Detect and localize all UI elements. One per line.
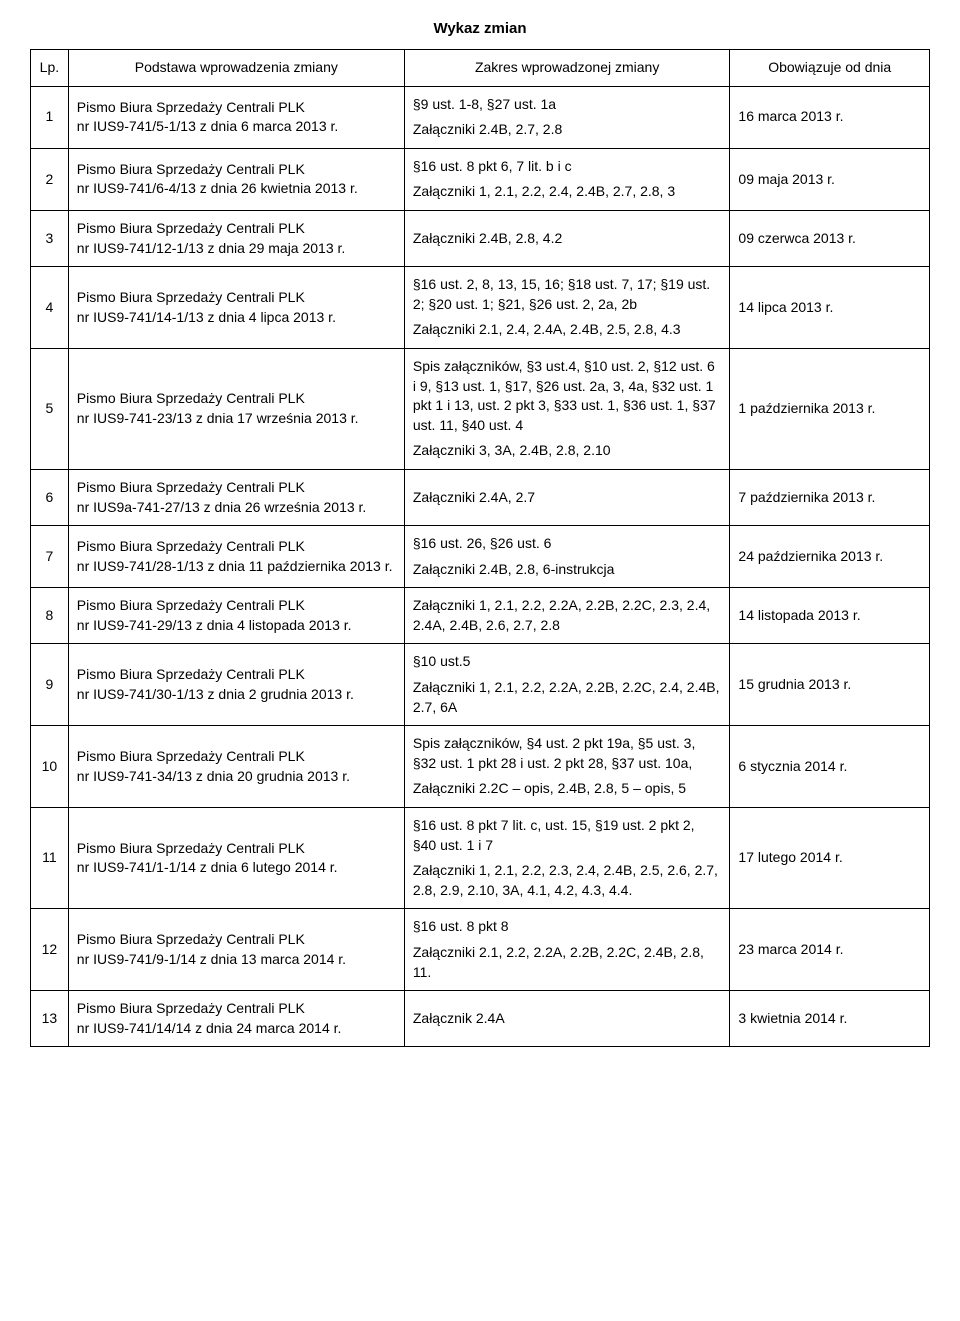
table-row: 1Pismo Biura Sprzedaży Centrali PLKnr IU… bbox=[31, 86, 930, 148]
lp-cell: 13 bbox=[31, 991, 69, 1047]
scope-block: Załączniki 1, 2.1, 2.2, 2.3, 2.4, 2.4B, … bbox=[413, 861, 722, 900]
scope-block: §10 ust.5 bbox=[413, 652, 722, 672]
scope-cell: Spis załączników, §4 ust. 2 pkt 19a, §5 … bbox=[404, 726, 730, 808]
page-title: Wykaz zmian bbox=[30, 20, 930, 37]
basis-cell: Pismo Biura Sprzedaży Centrali PLKnr IUS… bbox=[68, 86, 404, 148]
lp-cell: 7 bbox=[31, 526, 69, 588]
scope-cell: §16 ust. 8 pkt 8 Załączniki 2.1, 2.2, 2.2… bbox=[404, 909, 730, 991]
scope-block: §16 ust. 26, §26 ust. 6 bbox=[413, 534, 722, 554]
scope-block: §16 ust. 8 pkt 6, 7 lit. b i c bbox=[413, 157, 722, 177]
header-lp: Lp. bbox=[31, 50, 69, 87]
table-row: 4Pismo Biura Sprzedaży Centrali PLKnr IU… bbox=[31, 267, 930, 349]
scope-block: Spis załączników, §3 ust.4, §10 ust. 2, … bbox=[413, 357, 722, 435]
table-row: 10Pismo Biura Sprzedaży Centrali PLKnr I… bbox=[31, 726, 930, 808]
lp-cell: 4 bbox=[31, 267, 69, 349]
table-row: 12Pismo Biura Sprzedaży Centrali PLKnr I… bbox=[31, 909, 930, 991]
lp-cell: 10 bbox=[31, 726, 69, 808]
scope-block: §9 ust. 1-8, §27 ust. 1a bbox=[413, 95, 722, 115]
changes-table: Lp. Podstawa wprowadzenia zmiany Zakres … bbox=[30, 49, 930, 1047]
scope-cell: Załączniki 2.4B, 2.8, 4.2 bbox=[404, 210, 730, 266]
date-cell: 1 października 2013 r. bbox=[730, 348, 930, 469]
scope-block: Załączniki 2.4B, 2.8, 4.2 bbox=[413, 229, 722, 249]
scope-cell: §16 ust. 2, 8, 13, 15, 16; §18 ust. 7, 1… bbox=[404, 267, 730, 349]
scope-cell: §16 ust. 8 pkt 6, 7 lit. b i c Załączniki… bbox=[404, 148, 730, 210]
lp-cell: 8 bbox=[31, 588, 69, 644]
scope-block: Załączniki 1, 2.1, 2.2, 2.2A, 2.2B, 2.2C… bbox=[413, 678, 722, 717]
date-cell: 3 kwietnia 2014 r. bbox=[730, 991, 930, 1047]
header-date: Obowiązuje od dnia bbox=[730, 50, 930, 87]
lp-cell: 9 bbox=[31, 644, 69, 726]
scope-block: Załączniki 3, 3A, 2.4B, 2.8, 2.10 bbox=[413, 441, 722, 461]
lp-cell: 11 bbox=[31, 808, 69, 909]
scope-block: Załączniki 2.2C – opis, 2.4B, 2.8, 5 – o… bbox=[413, 779, 722, 799]
lp-cell: 3 bbox=[31, 210, 69, 266]
basis-cell: Pismo Biura Sprzedaży Centrali PLKnr IUS… bbox=[68, 348, 404, 469]
scope-cell: §9 ust. 1-8, §27 ust. 1a Załączniki 2.4B,… bbox=[404, 86, 730, 148]
lp-cell: 6 bbox=[31, 469, 69, 525]
date-cell: 6 stycznia 2014 r. bbox=[730, 726, 930, 808]
scope-cell: §16 ust. 8 pkt 7 lit. c, ust. 15, §19 us… bbox=[404, 808, 730, 909]
scope-block: §16 ust. 8 pkt 7 lit. c, ust. 15, §19 us… bbox=[413, 816, 722, 855]
header-scope: Zakres wprowadzonej zmiany bbox=[404, 50, 730, 87]
header-basis: Podstawa wprowadzenia zmiany bbox=[68, 50, 404, 87]
date-cell: 14 listopada 2013 r. bbox=[730, 588, 930, 644]
table-row: 11Pismo Biura Sprzedaży Centrali PLKnr I… bbox=[31, 808, 930, 909]
date-cell: 17 lutego 2014 r. bbox=[730, 808, 930, 909]
date-cell: 16 marca 2013 r. bbox=[730, 86, 930, 148]
scope-block: Załączniki 2.4B, 2.7, 2.8 bbox=[413, 120, 722, 140]
table-row: 8Pismo Biura Sprzedaży Centrali PLKnr IU… bbox=[31, 588, 930, 644]
table-header-row: Lp. Podstawa wprowadzenia zmiany Zakres … bbox=[31, 50, 930, 87]
scope-block: §16 ust. 8 pkt 8 bbox=[413, 917, 722, 937]
lp-cell: 5 bbox=[31, 348, 69, 469]
date-cell: 14 lipca 2013 r. bbox=[730, 267, 930, 349]
table-row: 9Pismo Biura Sprzedaży Centrali PLKnr IU… bbox=[31, 644, 930, 726]
table-row: 7Pismo Biura Sprzedaży Centrali PLKnr IU… bbox=[31, 526, 930, 588]
scope-block: §16 ust. 2, 8, 13, 15, 16; §18 ust. 7, 1… bbox=[413, 275, 722, 314]
basis-cell: Pismo Biura Sprzedaży Centrali PLKnr IUS… bbox=[68, 808, 404, 909]
scope-block: Załączniki 1, 2.1, 2.2, 2.2A, 2.2B, 2.2C… bbox=[413, 596, 722, 635]
lp-cell: 2 bbox=[31, 148, 69, 210]
scope-block: Załącznik 2.4A bbox=[413, 1009, 722, 1029]
scope-block: Załączniki 2.1, 2.2, 2.2A, 2.2B, 2.2C, 2… bbox=[413, 943, 722, 982]
scope-block: Załączniki 1, 2.1, 2.2, 2.4, 2.4B, 2.7, … bbox=[413, 182, 722, 202]
basis-cell: Pismo Biura Sprzedaży Centrali PLKnr IUS… bbox=[68, 909, 404, 991]
table-row: 3Pismo Biura Sprzedaży Centrali PLKnr IU… bbox=[31, 210, 930, 266]
basis-cell: Pismo Biura Sprzedaży Centrali PLKnr IUS… bbox=[68, 991, 404, 1047]
table-row: 13Pismo Biura Sprzedaży Centrali PLKnr I… bbox=[31, 991, 930, 1047]
date-cell: 09 czerwca 2013 r. bbox=[730, 210, 930, 266]
basis-cell: Pismo Biura Sprzedaży Centrali PLKnr IUS… bbox=[68, 267, 404, 349]
scope-cell: Załączniki 1, 2.1, 2.2, 2.2A, 2.2B, 2.2C… bbox=[404, 588, 730, 644]
basis-cell: Pismo Biura Sprzedaży Centrali PLKnr IUS… bbox=[68, 469, 404, 525]
basis-cell: Pismo Biura Sprzedaży Centrali PLKnr IUS… bbox=[68, 526, 404, 588]
scope-cell: §10 ust.5 Załączniki 1, 2.1, 2.2, 2.2A, 2… bbox=[404, 644, 730, 726]
scope-cell: Spis załączników, §3 ust.4, §10 ust. 2, … bbox=[404, 348, 730, 469]
basis-cell: Pismo Biura Sprzedaży Centrali PLKnr IUS… bbox=[68, 644, 404, 726]
table-row: 6Pismo Biura Sprzedaży Centrali PLKnr IU… bbox=[31, 469, 930, 525]
basis-cell: Pismo Biura Sprzedaży Centrali PLKnr IUS… bbox=[68, 210, 404, 266]
date-cell: 24 października 2013 r. bbox=[730, 526, 930, 588]
scope-cell: Załącznik 2.4A bbox=[404, 991, 730, 1047]
basis-cell: Pismo Biura Sprzedaży Centrali PLKnr IUS… bbox=[68, 726, 404, 808]
table-row: 2Pismo Biura Sprzedaży Centrali PLKnr IU… bbox=[31, 148, 930, 210]
scope-cell: Załączniki 2.4A, 2.7 bbox=[404, 469, 730, 525]
scope-cell: §16 ust. 26, §26 ust. 6 Załączniki 2.4B, … bbox=[404, 526, 730, 588]
basis-cell: Pismo Biura Sprzedaży Centrali PLKnr IUS… bbox=[68, 148, 404, 210]
scope-block: Załączniki 2.4B, 2.8, 6-instrukcja bbox=[413, 560, 722, 580]
scope-block: Załączniki 2.1, 2.4, 2.4A, 2.4B, 2.5, 2.… bbox=[413, 320, 722, 340]
lp-cell: 1 bbox=[31, 86, 69, 148]
date-cell: 15 grudnia 2013 r. bbox=[730, 644, 930, 726]
scope-block: Spis załączników, §4 ust. 2 pkt 19a, §5 … bbox=[413, 734, 722, 773]
date-cell: 23 marca 2014 r. bbox=[730, 909, 930, 991]
lp-cell: 12 bbox=[31, 909, 69, 991]
table-body: 1Pismo Biura Sprzedaży Centrali PLKnr IU… bbox=[31, 86, 930, 1047]
date-cell: 09 maja 2013 r. bbox=[730, 148, 930, 210]
date-cell: 7 października 2013 r. bbox=[730, 469, 930, 525]
basis-cell: Pismo Biura Sprzedaży Centrali PLKnr IUS… bbox=[68, 588, 404, 644]
table-row: 5Pismo Biura Sprzedaży Centrali PLKnr IU… bbox=[31, 348, 930, 469]
scope-block: Załączniki 2.4A, 2.7 bbox=[413, 488, 722, 508]
